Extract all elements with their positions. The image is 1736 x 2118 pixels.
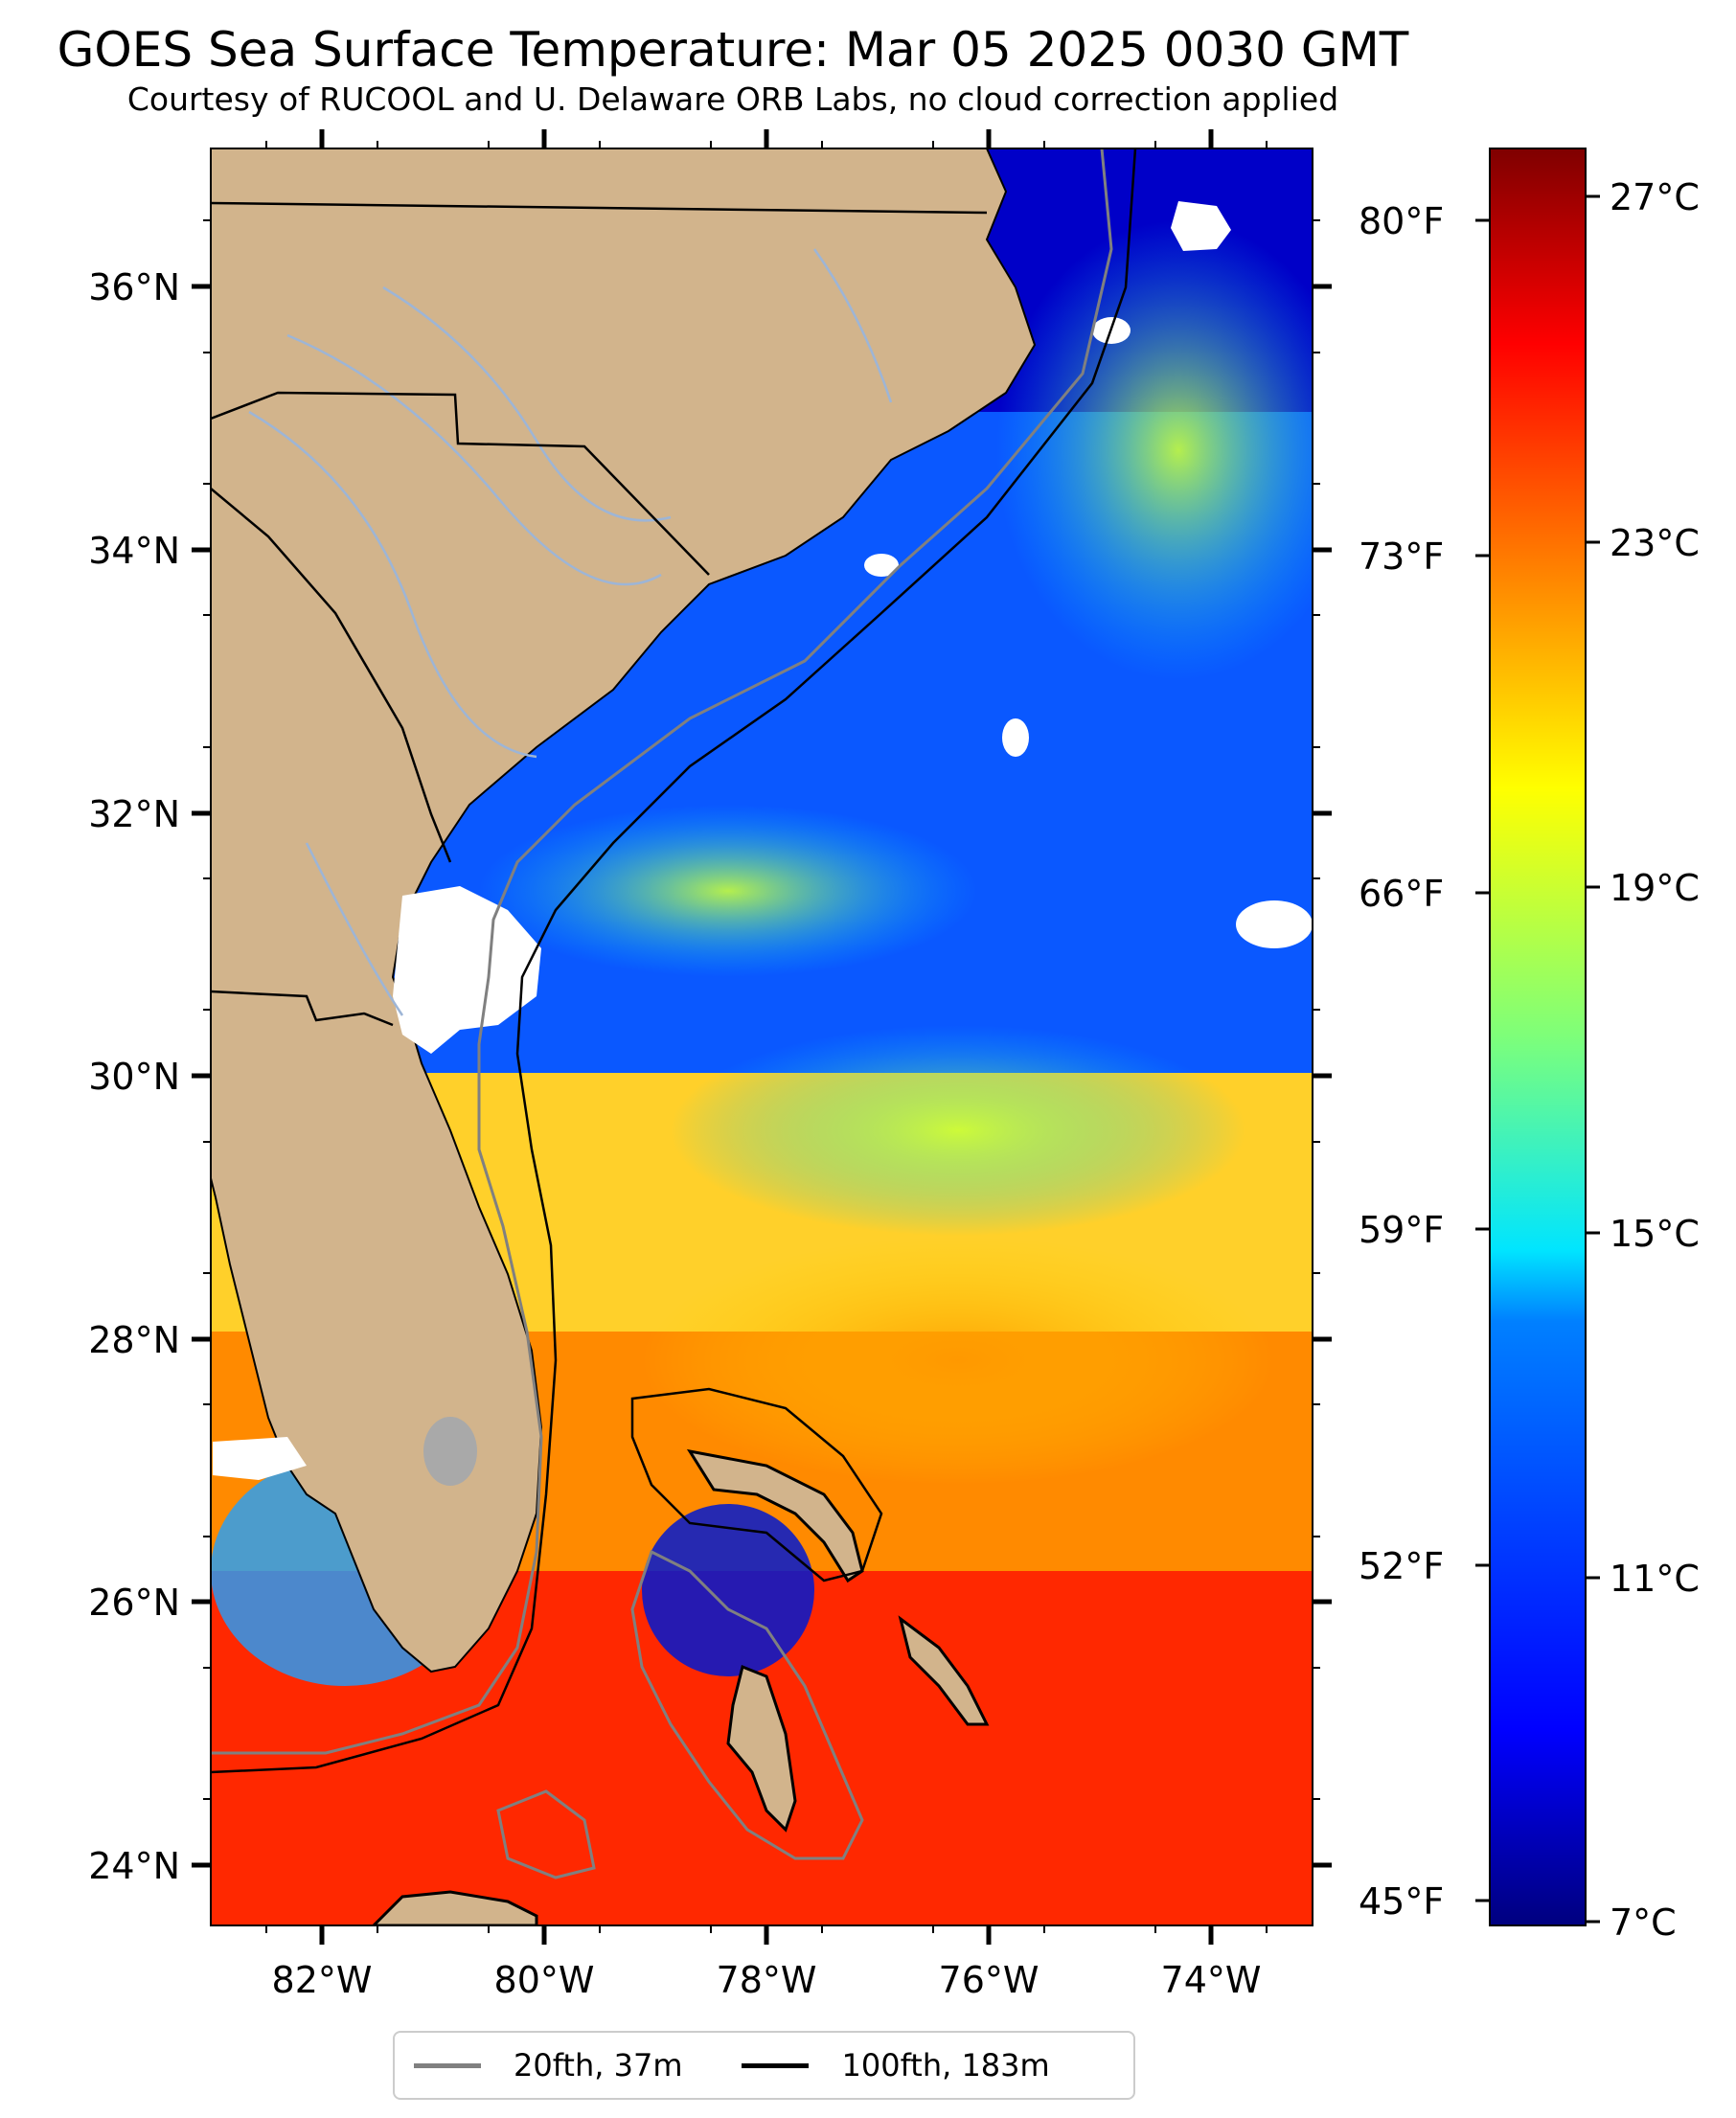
legend-item-100fth: 100fth, 183m [742, 2047, 1050, 2084]
celsius-label: 7°C [1610, 1902, 1677, 1944]
map-frame [210, 148, 1313, 1926]
state-borders [211, 201, 988, 1027]
land-us-mainland [211, 148, 1037, 1674]
celsius-label: 27°C [1610, 176, 1700, 218]
map-legend: 20fth, 37m 100fth, 183m [393, 2031, 1135, 2100]
lat-label: 34°N [88, 530, 180, 572]
lat-label: 24°N [88, 1845, 180, 1887]
lat-labels: 36°N 34°N 32°N 30°N 28°N 26°N 24°N [88, 266, 180, 1887]
lon-label: 78°W [717, 1959, 817, 2001]
legend-label: 100fth, 183m [841, 2047, 1050, 2084]
lat-label: 32°N [88, 793, 180, 835]
land-cuba [371, 1890, 538, 1925]
lat-major-ticks [192, 284, 1332, 1868]
fahrenheit-label: 59°F [1359, 1209, 1444, 1251]
map-title: GOES Sea Surface Temperature: Mar 05 202… [57, 22, 1409, 78]
lat-minor-ticks [203, 219, 1320, 1800]
lat-label: 30°N [88, 1056, 180, 1098]
map-subtitle: Courtesy of RUCOOL and U. Delaware ORB L… [126, 80, 1339, 118]
lon-major-ticks [319, 129, 1214, 1945]
sst-cool-patch-bahamas [642, 1504, 814, 1676]
isobath-great-bahama-bank [630, 1549, 864, 1860]
legend-line-grey [414, 2062, 481, 2068]
fahrenheit-label: 73°F [1359, 535, 1444, 578]
land-andros [726, 1664, 797, 1833]
fahrenheit-label: 66°F [1359, 873, 1444, 915]
sst-warm-eddy-ne [996, 220, 1313, 680]
legend-line-black [742, 2062, 810, 2068]
lake-okeechobee [423, 1417, 477, 1486]
celsius-label: 23°C [1610, 522, 1700, 564]
cloud-patch-florida [393, 886, 541, 1054]
cloud-patch-small [1236, 900, 1313, 948]
cloud-patch-hatteras [1171, 201, 1231, 251]
lon-label: 74°W [1161, 1959, 1262, 2001]
isobath-cay-sal [496, 1789, 596, 1879]
celsius-label: 19°C [1610, 867, 1700, 909]
lon-minor-ticks [265, 141, 1268, 1933]
land-eleuthera [898, 1615, 990, 1726]
isobath-100fth [211, 148, 1137, 1774]
lon-labels: 82°W 80°W 78°W 76°W 74°W [272, 1959, 1262, 2001]
sst-warm-streak [671, 1025, 1245, 1236]
cloud-patch-keys [213, 1437, 307, 1480]
celsius-label: 11°C [1610, 1558, 1700, 1600]
cloud-patch-small [1002, 718, 1029, 757]
celsius-axis: 27°C 23°C 19°C 15°C 11°C 7°C [1586, 176, 1700, 1944]
map-plot-area [211, 148, 1313, 1925]
isobath-20fth [211, 148, 1113, 1755]
lon-label: 80°W [494, 1959, 595, 2001]
cloud-patch-small [864, 554, 899, 577]
colorbar [1489, 148, 1587, 1926]
land-great-abaco [686, 1448, 864, 1583]
fahrenheit-label: 52°F [1359, 1545, 1444, 1587]
sst-warm-streak [479, 805, 977, 977]
lon-label: 82°W [272, 1959, 373, 2001]
lat-label: 28°N [88, 1319, 180, 1361]
celsius-label: 15°C [1610, 1213, 1700, 1255]
lat-label: 26°N [88, 1582, 180, 1624]
fahrenheit-label: 45°F [1359, 1880, 1444, 1923]
legend-item-20fth: 20fth, 37m [414, 2047, 682, 2084]
lon-label: 76°W [939, 1959, 1039, 2001]
river-network [248, 248, 893, 1016]
fahrenheit-label: 80°F [1359, 200, 1444, 242]
lat-label: 36°N [88, 266, 180, 308]
legend-label: 20fth, 37m [514, 2047, 683, 2084]
fahrenheit-axis: 80°F 73°F 66°F 59°F 52°F 45°F [1359, 200, 1490, 1923]
sst-gulf-stream-core [642, 1236, 1274, 1485]
isobath-bahamas-bank [630, 1387, 883, 1583]
